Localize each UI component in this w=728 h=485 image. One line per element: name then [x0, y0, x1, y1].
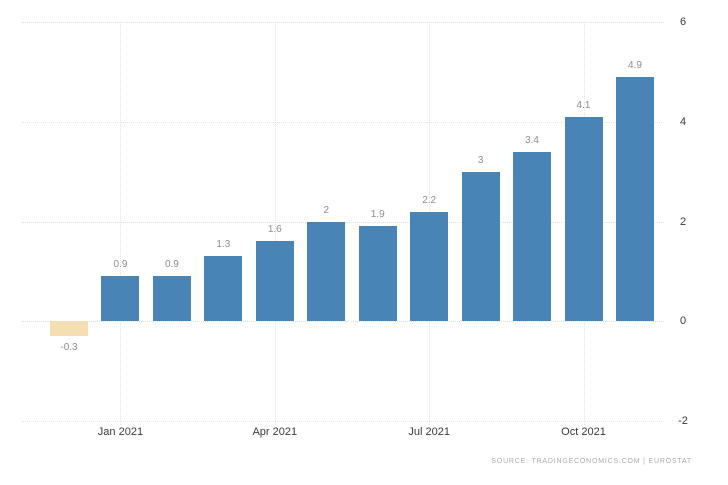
bar-value-label: 3.4 [525, 134, 539, 146]
bar-value-label: 3 [477, 154, 484, 166]
bar-jan-2021[interactable] [101, 276, 140, 322]
bar-nov-2021[interactable] [615, 76, 654, 322]
gridline-horizontal [22, 321, 664, 323]
bar-value-label: 1.6 [267, 224, 282, 236]
bar-value-label: 4.1 [576, 99, 591, 111]
bar-value-label: 0.9 [113, 259, 128, 271]
gridline-horizontal [22, 421, 664, 422]
bar-value-label: 2 [323, 204, 330, 216]
gridline-horizontal [22, 121, 664, 123]
y-axis-tick-label: -2 [678, 415, 688, 427]
bar-apr-2021[interactable] [255, 241, 294, 322]
y-axis-tick-label: 6 [679, 16, 687, 28]
y-axis-tick-label: 0 [679, 315, 687, 328]
bar-sep-2021[interactable] [513, 151, 552, 322]
x-axis-tick-label: Jan 2021 [97, 426, 144, 438]
bar-value-label: 0.9 [164, 259, 179, 271]
x-axis-tick-label: Jul 2021 [408, 426, 450, 438]
y-axis-tick-label: 2 [679, 215, 687, 228]
bar-mar-2021[interactable] [204, 256, 243, 322]
y-axis-tick-label: 4 [679, 115, 687, 128]
gridline-vertical [120, 22, 122, 425]
bar-aug-2021[interactable] [461, 171, 500, 322]
bar-feb-2021[interactable] [152, 276, 191, 322]
bar-value-label: 1.3 [216, 239, 231, 251]
bar-value-label: 4.9 [627, 59, 642, 71]
bar-jul-2021[interactable] [410, 211, 449, 322]
bar-may-2021[interactable] [307, 221, 346, 322]
bar-oct-2021[interactable] [564, 116, 603, 322]
x-axis-tick-label: Oct 2021 [561, 426, 606, 438]
gridline-vertical [274, 22, 276, 425]
bar-jun-2021[interactable] [358, 226, 397, 322]
bar-value-label: -0.3 [60, 342, 78, 354]
gridline-horizontal [22, 22, 664, 23]
x-axis-tick-label: Apr 2021 [252, 426, 298, 438]
source-attribution: SOURCE: TRADINGECONOMICS.COM | EUROSTAT [491, 458, 692, 465]
bar-dec-2020[interactable] [50, 321, 88, 337]
bar-value-label: 2.2 [422, 194, 437, 206]
bar-value-label: 1.9 [370, 209, 385, 221]
